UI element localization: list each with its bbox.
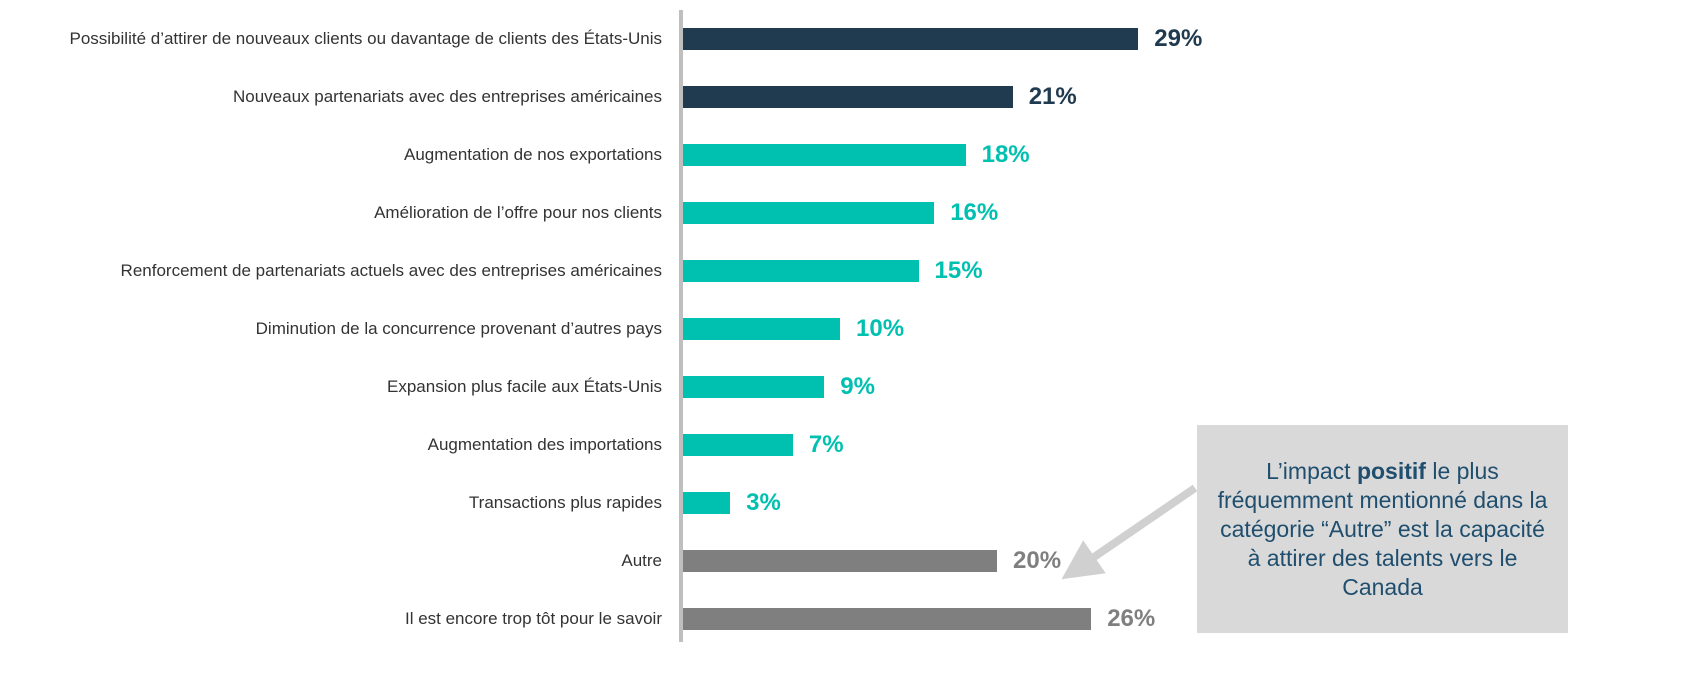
category-label: Renforcement de partenariats actuels ave… [120,261,662,280]
value-label: 3% [746,489,781,516]
value-label: 29% [1154,25,1203,52]
value-label: 20% [1013,547,1062,574]
annotation-text: le plus fréquemment mentionné dans la ca… [1217,457,1548,600]
bar [683,550,997,572]
bar [683,434,793,456]
value-label: 26% [1107,605,1156,632]
value-label: 9% [840,373,875,400]
category-label: Amélioration de l’offre pour nos clients [374,203,662,222]
bar [683,492,731,514]
annotation-text: L’impact [1266,457,1357,484]
arrow [1061,484,1198,580]
axis-line [679,10,683,642]
value-label: 21% [1028,83,1077,110]
value-label: 15% [934,257,983,284]
bar [683,608,1092,630]
category-label: Expansion plus facile aux États-Unis [387,377,662,396]
category-label: Autre [621,551,662,570]
value-label: 7% [808,431,844,458]
category-label: Augmentation des importations [427,435,662,454]
bar [683,28,1139,50]
bar [683,144,966,166]
bar [683,260,919,282]
value-label: 18% [981,141,1030,168]
annotation-bold: positif [1356,457,1426,484]
bar [683,202,935,224]
annotation: L’impact positif le plus fréquemment men… [1211,457,1554,602]
category-label: Il est encore trop tôt pour le savoir [404,609,662,628]
bar [683,86,1013,108]
bar [683,376,825,398]
value-label: 16% [950,199,999,226]
value-label: 10% [856,315,905,342]
category-label: Augmentation de nos exportations [403,145,662,164]
category-label: Nouveaux partenariats avec des entrepris… [232,87,662,106]
category-label: Possibilité d’attirer de nouveaux client… [69,29,662,48]
category-label: Transactions plus rapides [468,493,662,512]
bar [683,318,840,340]
category-label: Diminution de la concurrence provenant d… [255,319,662,338]
annotation-box: L’impact positif le plus fréquemment men… [1197,425,1568,633]
